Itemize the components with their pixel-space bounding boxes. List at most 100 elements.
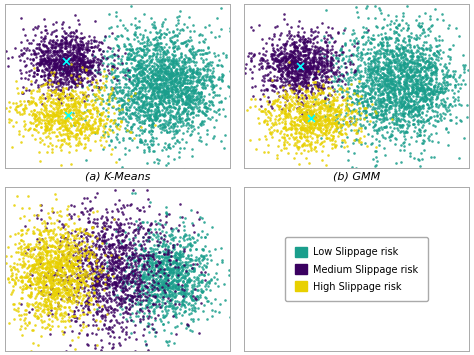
Point bbox=[140, 118, 147, 124]
Point bbox=[64, 280, 72, 286]
Point bbox=[73, 119, 81, 125]
Point bbox=[39, 237, 47, 243]
Point bbox=[82, 273, 89, 279]
Point bbox=[395, 21, 403, 27]
Point bbox=[419, 51, 427, 57]
Point bbox=[396, 129, 404, 135]
Point bbox=[312, 58, 320, 64]
Point bbox=[177, 287, 184, 293]
Point bbox=[50, 37, 57, 43]
Point bbox=[114, 264, 122, 270]
Point bbox=[93, 256, 100, 262]
Point bbox=[199, 66, 207, 72]
Point bbox=[343, 95, 351, 101]
Point bbox=[50, 87, 58, 93]
Point bbox=[178, 75, 186, 80]
Point bbox=[210, 84, 217, 90]
Point bbox=[19, 106, 27, 112]
Point bbox=[331, 109, 339, 115]
Point bbox=[46, 298, 53, 304]
Point bbox=[141, 138, 149, 144]
Point bbox=[180, 100, 187, 106]
Point bbox=[400, 99, 408, 105]
Point bbox=[127, 270, 135, 275]
Point bbox=[173, 70, 181, 75]
Point bbox=[307, 64, 315, 70]
Point bbox=[90, 106, 98, 112]
Point bbox=[43, 81, 51, 86]
Point bbox=[55, 108, 62, 113]
Point bbox=[64, 251, 72, 256]
Point bbox=[420, 87, 428, 92]
Point bbox=[134, 65, 141, 71]
Point bbox=[149, 300, 156, 306]
Point bbox=[307, 65, 315, 70]
Point bbox=[149, 277, 156, 283]
Point bbox=[74, 43, 82, 49]
Point bbox=[192, 276, 200, 282]
Point bbox=[69, 64, 77, 69]
Point bbox=[61, 65, 69, 70]
Point bbox=[386, 66, 394, 72]
Point bbox=[295, 60, 303, 66]
Point bbox=[76, 257, 83, 262]
Point bbox=[135, 228, 142, 234]
Point bbox=[430, 87, 438, 92]
Point bbox=[393, 60, 401, 66]
Point bbox=[324, 115, 331, 121]
Point bbox=[292, 129, 300, 134]
Point bbox=[199, 109, 206, 114]
Point bbox=[342, 119, 349, 124]
Point bbox=[25, 258, 32, 264]
Point bbox=[292, 134, 300, 140]
Point bbox=[39, 92, 46, 98]
Point bbox=[450, 71, 458, 77]
Point bbox=[130, 55, 137, 61]
Point bbox=[152, 34, 159, 40]
Point bbox=[83, 55, 91, 61]
Point bbox=[52, 264, 60, 270]
Point bbox=[387, 167, 394, 173]
Point bbox=[201, 63, 209, 69]
Point bbox=[161, 83, 168, 89]
Point bbox=[73, 318, 80, 324]
Point bbox=[339, 98, 346, 103]
Point bbox=[38, 67, 46, 73]
Point bbox=[100, 48, 107, 54]
Point bbox=[302, 119, 310, 125]
Point bbox=[354, 65, 361, 71]
Point bbox=[315, 58, 322, 63]
Point bbox=[68, 54, 76, 60]
Point bbox=[390, 75, 398, 81]
Point bbox=[419, 98, 427, 104]
Point bbox=[201, 269, 209, 275]
Point bbox=[402, 21, 410, 26]
Point bbox=[134, 93, 141, 99]
Point bbox=[291, 126, 299, 132]
Point bbox=[95, 282, 103, 288]
Point bbox=[61, 255, 68, 261]
Point bbox=[119, 295, 127, 301]
Point bbox=[294, 144, 302, 150]
Point bbox=[291, 64, 298, 69]
Point bbox=[218, 5, 225, 11]
Point bbox=[28, 99, 36, 105]
Point bbox=[37, 110, 45, 115]
Point bbox=[80, 293, 87, 298]
Point bbox=[383, 59, 390, 65]
Point bbox=[152, 71, 159, 77]
Point bbox=[136, 31, 144, 37]
Point bbox=[259, 91, 267, 97]
Point bbox=[184, 323, 192, 329]
Point bbox=[76, 57, 83, 62]
Point bbox=[77, 51, 84, 57]
Point bbox=[145, 268, 152, 273]
Point bbox=[72, 38, 79, 43]
Point bbox=[324, 68, 332, 73]
Point bbox=[446, 101, 454, 106]
Point bbox=[51, 106, 58, 111]
Point bbox=[152, 302, 160, 308]
Point bbox=[181, 64, 188, 70]
Point bbox=[154, 86, 161, 91]
Point bbox=[164, 56, 171, 61]
